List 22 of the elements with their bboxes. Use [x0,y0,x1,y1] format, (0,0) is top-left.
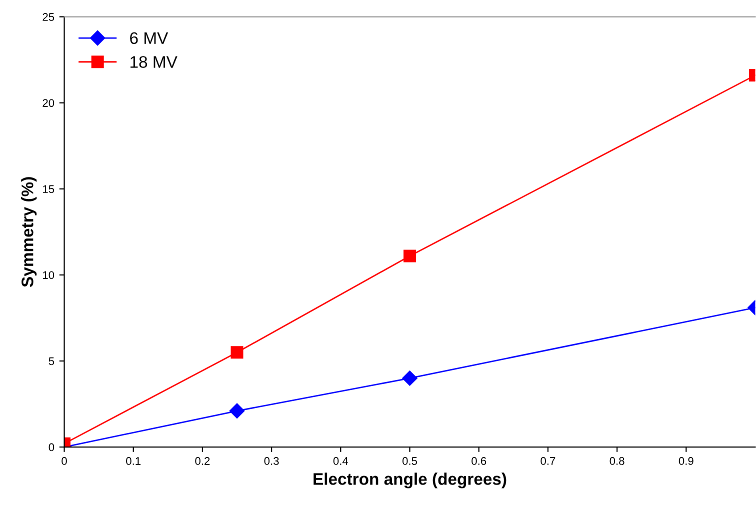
x-tick-label: 0.6 [472,457,486,465]
y-tick-label: 10 [43,271,54,280]
point [402,370,418,386]
x-tick-label: 0.1 [126,457,141,465]
y-axis-title: Symmetry (%) [21,177,37,287]
point [229,403,245,418]
x-tick-label: 0.4 [333,457,348,465]
legend-label: 6 MV [130,32,168,44]
y-tick-label: 5 [48,357,54,366]
x-tick-label: 0.9 [678,457,694,465]
legend-label: 18 MV [130,56,178,68]
y-tick-label: 20 [42,99,54,107]
x-tick-label: 0.2 [195,457,210,465]
x-axis-title: Electron angle (degrees) [314,472,506,488]
y-tick-label: 0 [48,443,54,452]
y-tick-label: 25 [42,13,54,21]
y-tick-label: 15 [43,185,54,194]
x-tick-label: 0.8 [610,457,624,465]
x-tick-label: 0.5 [402,457,418,465]
x-tick-label: 0.3 [264,457,279,465]
x-tick-label: 0 [62,457,67,465]
x-tick-label: 0.7 [540,457,556,465]
